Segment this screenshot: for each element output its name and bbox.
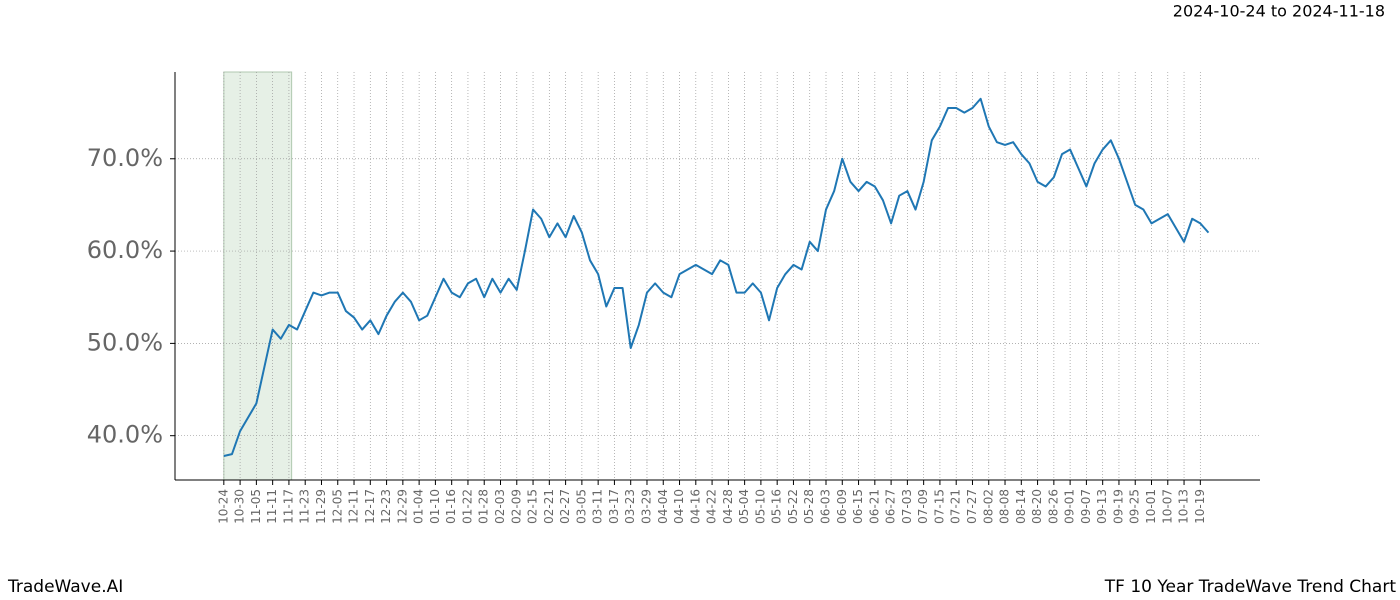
x-tick-label: 02-21 bbox=[542, 489, 556, 524]
x-tick-label: 10-19 bbox=[1193, 489, 1207, 524]
x-tick-label: 11-29 bbox=[314, 489, 328, 524]
x-tick-label: 03-23 bbox=[623, 489, 637, 524]
x-tick-label: 09-19 bbox=[1111, 489, 1125, 524]
x-tick-label: 02-15 bbox=[526, 489, 540, 524]
x-tick-label: 03-29 bbox=[639, 489, 653, 524]
x-tick-label: 11-05 bbox=[249, 489, 263, 524]
x-tick-label: 02-27 bbox=[558, 489, 572, 524]
highlight-span bbox=[223, 71, 293, 481]
y-tick-label: 50.0% bbox=[87, 328, 163, 356]
x-tick-label: 07-03 bbox=[900, 489, 914, 524]
x-tick-label: 12-17 bbox=[363, 489, 377, 524]
chart-title: TF 10 Year TradeWave Trend Chart bbox=[1104, 577, 1397, 597]
x-tick-label: 10-24 bbox=[216, 489, 230, 524]
x-tick-label: 07-09 bbox=[916, 489, 930, 524]
brand: TradeWave.AI bbox=[7, 577, 123, 597]
x-tick-label: 06-09 bbox=[835, 489, 849, 524]
x-tick-label: 08-02 bbox=[981, 489, 995, 524]
x-tick-label: 05-10 bbox=[753, 489, 767, 524]
x-tick-label: 08-08 bbox=[998, 489, 1012, 524]
x-tick-label: 10-07 bbox=[1160, 489, 1174, 524]
trend-line bbox=[223, 97, 1210, 457]
x-tick-label: 08-20 bbox=[1030, 489, 1044, 524]
x-tick-label: 10-30 bbox=[233, 489, 247, 524]
x-tick-label: 01-16 bbox=[444, 489, 458, 524]
x-tick-label: 05-16 bbox=[770, 489, 784, 524]
date-range: 2024-10-24 to 2024-11-18 bbox=[1173, 2, 1385, 21]
x-tick-label: 11-11 bbox=[265, 489, 279, 524]
x-tick-label: 07-15 bbox=[932, 489, 946, 524]
x-tick-label: 03-05 bbox=[574, 489, 588, 524]
x-tick-label: 09-07 bbox=[1079, 489, 1093, 524]
x-tick-label: 07-21 bbox=[949, 489, 963, 524]
x-tick-label: 02-03 bbox=[493, 489, 507, 524]
x-tick-label: 12-29 bbox=[395, 489, 409, 524]
x-tick-label: 04-04 bbox=[656, 489, 670, 524]
x-tick-label: 09-01 bbox=[1063, 489, 1077, 524]
x-tick-label: 08-26 bbox=[1046, 489, 1060, 524]
x-tick-label: 05-04 bbox=[737, 489, 751, 524]
x-tick-label: 04-10 bbox=[672, 489, 686, 524]
x-tick-label: 12-11 bbox=[347, 489, 361, 524]
y-tick-label: 70.0% bbox=[87, 144, 163, 172]
x-tick-label: 01-22 bbox=[460, 489, 474, 524]
x-tick-label: 08-14 bbox=[1014, 489, 1028, 524]
x-tick-label: 03-17 bbox=[607, 489, 621, 524]
x-tick-label: 10-01 bbox=[1144, 489, 1158, 524]
x-tick-label: 12-23 bbox=[379, 489, 393, 524]
x-tick-label: 01-28 bbox=[477, 489, 491, 524]
x-tick-label: 05-22 bbox=[786, 489, 800, 524]
x-tick-label: 06-15 bbox=[851, 489, 865, 524]
x-tick-label: 12-05 bbox=[330, 489, 344, 524]
x-tick-label: 06-03 bbox=[819, 489, 833, 524]
x-tick-label: 06-27 bbox=[884, 489, 898, 524]
x-tick-label: 11-23 bbox=[298, 489, 312, 524]
x-tick-label: 04-22 bbox=[705, 489, 719, 524]
x-tick-label: 09-25 bbox=[1128, 489, 1142, 524]
x-tick-label: 07-27 bbox=[965, 489, 979, 524]
x-tick-label: 01-10 bbox=[428, 489, 442, 524]
x-tick-label: 04-28 bbox=[721, 489, 735, 524]
x-tick-label: 01-04 bbox=[412, 489, 426, 524]
x-tick-label: 03-11 bbox=[591, 489, 605, 524]
x-tick-label: 09-13 bbox=[1095, 489, 1109, 524]
x-tick-label: 02-09 bbox=[509, 489, 523, 524]
x-tick-label: 11-17 bbox=[281, 489, 295, 524]
y-tick-label: 60.0% bbox=[87, 236, 163, 264]
y-tick-label: 40.0% bbox=[87, 421, 163, 449]
x-tick-label: 10-13 bbox=[1177, 489, 1191, 524]
x-tick-label: 06-21 bbox=[867, 489, 881, 524]
x-tick-label: 05-28 bbox=[802, 489, 816, 524]
x-tick-label: 04-16 bbox=[688, 489, 702, 524]
